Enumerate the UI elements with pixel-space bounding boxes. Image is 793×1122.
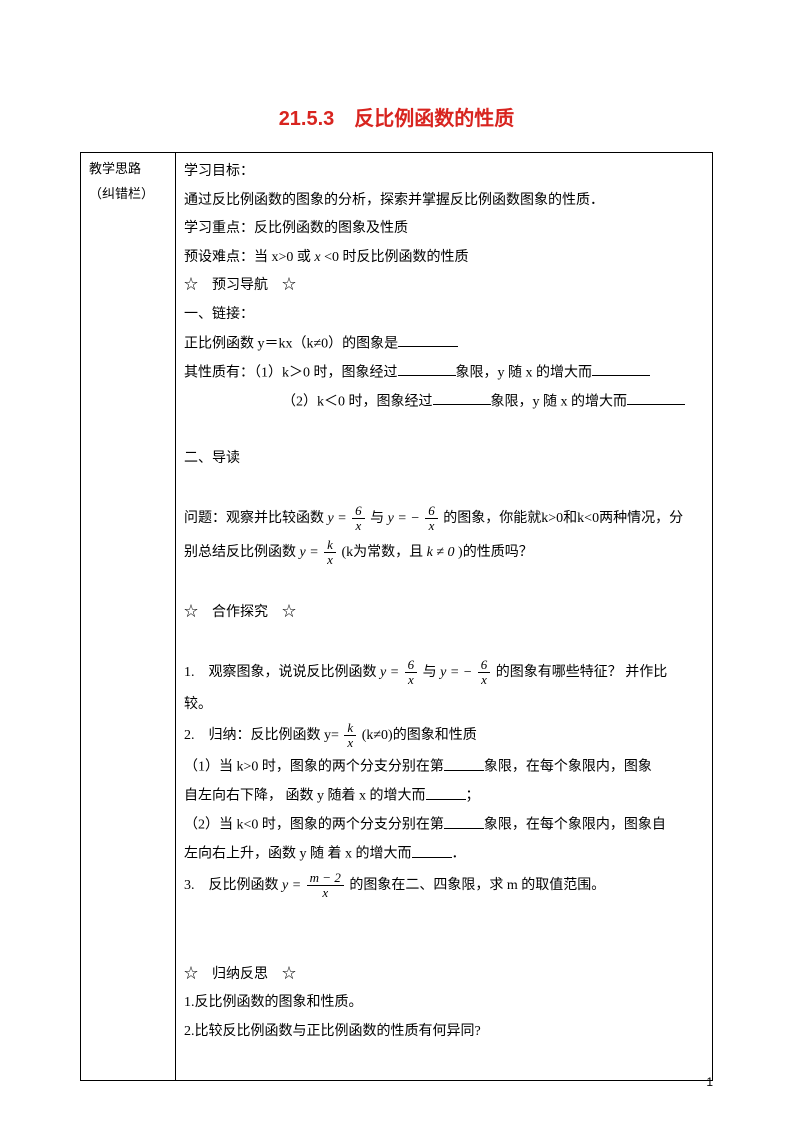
ex2-sub2a: （2）当 k<0 时，图象的两个分支分别在第 象限，在每个象限内，图象自	[184, 812, 704, 839]
blank	[627, 389, 685, 405]
l3a: （2）k＜0 时，图象经过	[282, 394, 433, 409]
document-title: 21.5.3 反比例函数的性质	[80, 100, 713, 138]
blank	[444, 754, 484, 770]
difficulty-text: 预设难点：当 x>0 或 x <0 时反比例函数的性质	[184, 245, 704, 272]
l2a: 其性质有：（1）k＞0 时，图象经过	[184, 365, 398, 380]
qa: 问题：观察并比较函数	[184, 511, 324, 526]
link-line2: 其性质有：（1）k＞0 时，图象经过 象限，y 随 x 的增大而	[184, 360, 704, 387]
e21b: 象限，在每个象限内，图象	[484, 760, 652, 775]
qy1: y =	[328, 511, 347, 526]
frac-k-x: kx	[324, 538, 336, 566]
e22b: 象限，在每个象限内，图象自	[484, 818, 666, 833]
l2b: 象限，y 随 x 的增大而	[456, 365, 593, 380]
frac-k-x: kx	[344, 721, 356, 749]
ex2-sub1a: （1）当 k>0 时，图象的两个分支分别在第 象限，在每个象限内，图象	[184, 754, 704, 781]
diff-a: 预设难点：当 x>0 或	[184, 250, 311, 265]
ex2-sub1b: 自左向右下降， 函数 y 随着 x 的增大而 ；	[184, 783, 704, 810]
ex2b: (k≠0)的图象和性质	[362, 728, 477, 743]
frac-6-x: 6x	[405, 658, 418, 686]
question-line1: 问题：观察并比较函数 y = 6x 与 y = − 6x 的图象，你能就k>0和…	[184, 503, 704, 535]
focus-text: 学习重点：反比例函数的图象及性质	[184, 216, 704, 243]
ex2-sub2b: 左向右上升，函数 y 随 着 x 的增大而 ．	[184, 841, 704, 868]
e21a: （1）当 k>0 时，图象的两个分支分别在第	[184, 760, 444, 775]
ex1-line1: 1. 观察图象，说说反比例函数 y = 6x 与 y = − 6x 的图象有哪些…	[184, 657, 704, 689]
blank	[433, 389, 491, 405]
sep-summary: ☆ 归纳反思 ☆	[184, 962, 704, 989]
ex3c: 的图象在二、四象限，求 m 的取值范围。	[349, 878, 605, 893]
qw: 与	[370, 511, 384, 526]
e22a: （2）当 k<0 时，图象的两个分支分别在第	[184, 818, 444, 833]
qe: k ≠ 0	[427, 545, 455, 560]
sep-coop: ☆ 合作探究 ☆	[184, 600, 704, 627]
left-line2: （纠错栏）	[89, 182, 167, 207]
blank	[444, 812, 484, 828]
summary-2: 2.比较反比例函数与正比例函数的性质有何异同?	[184, 1019, 704, 1046]
ex1a: 1. 观察图象，说说反比例函数	[184, 665, 377, 680]
qb: 的图象，你能就k>0和k<0两种情况，分	[443, 511, 683, 526]
l1a: 正比例函数 y＝kx（k≠0）的图象是	[184, 336, 398, 351]
qy2: y = −	[388, 511, 420, 526]
frac-m2-x: m − 2x	[307, 871, 344, 899]
sep-preview: ☆ 预习导航 ☆	[184, 273, 704, 300]
summary-1: 1.反比例函数的图象和性质。	[184, 990, 704, 1017]
e22c: 左向右上升，函数 y 随 着 x 的增大而	[184, 847, 412, 862]
link-heading: 一、链接：	[184, 302, 704, 329]
link-line3: （2）k＜0 时，图象经过 象限，y 随 x 的增大而	[184, 389, 704, 416]
ex3a: 3. 反比例函数	[184, 878, 279, 893]
question-line2: 别总结反比例函数 y = kx (k为常数，且 k ≠ 0 )的性质吗？	[184, 537, 704, 569]
page: 21.5.3 反比例函数的性质 教学思路 （纠错栏） 学习目标： 通过反比例函数…	[0, 0, 793, 1122]
e22d: ．	[452, 847, 466, 862]
ex1-line2: 较。	[184, 692, 704, 719]
ex2-line: 2. 归纳：反比例函数 y= kx (k≠0)的图象和性质	[184, 720, 704, 752]
frac-6-x-neg: 6x	[478, 658, 491, 686]
read-heading: 二、导读	[184, 446, 704, 473]
ex1d: y = −	[440, 665, 472, 680]
qc: 别总结反比例函数	[184, 545, 296, 560]
ex3-line: 3. 反比例函数 y = m − 2x 的图象在二、四象限，求 m 的取值范围。	[184, 870, 704, 902]
qy3: y =	[300, 545, 319, 560]
e21c: 自左向右下降， 函数 y 随着 x 的增大而	[184, 789, 426, 804]
goal-text: 通过反比例函数的图象的分析，探索并掌握反比例函数图象的性质．	[184, 188, 704, 215]
frac-6-x: 6x	[352, 504, 365, 532]
left-column: 教学思路 （纠错栏）	[81, 153, 176, 1081]
goal-heading: 学习目标：	[184, 159, 704, 186]
blank	[398, 331, 458, 347]
diff-c: <0 时反比例函数的性质	[324, 250, 468, 265]
blank	[592, 360, 650, 376]
page-number: 1	[706, 1071, 713, 1094]
ex1e: 的图象有哪些特征？ 并作比	[496, 665, 668, 680]
blank	[412, 841, 452, 857]
blank	[398, 360, 456, 376]
blank	[426, 783, 466, 799]
qd: (k为常数，且	[341, 545, 423, 560]
link-line1: 正比例函数 y＝kx（k≠0）的图象是	[184, 331, 704, 358]
ex2a: 2. 归纳：反比例函数 y=	[184, 728, 339, 743]
ex1c: 与	[423, 665, 437, 680]
right-column: 学习目标： 通过反比例函数的图象的分析，探索并掌握反比例函数图象的性质． 学习重…	[176, 153, 713, 1081]
content-table: 教学思路 （纠错栏） 学习目标： 通过反比例函数的图象的分析，探索并掌握反比例函…	[80, 152, 713, 1081]
diff-x: x	[314, 250, 320, 265]
frac-6-x-neg: 6x	[425, 504, 438, 532]
qf: )的性质吗？	[458, 545, 533, 560]
l3b: 象限，y 随 x 的增大而	[491, 394, 628, 409]
ex1b: y =	[380, 665, 399, 680]
left-line1: 教学思路	[89, 157, 167, 182]
ex3b: y =	[282, 878, 301, 893]
e21d: ；	[466, 789, 480, 804]
